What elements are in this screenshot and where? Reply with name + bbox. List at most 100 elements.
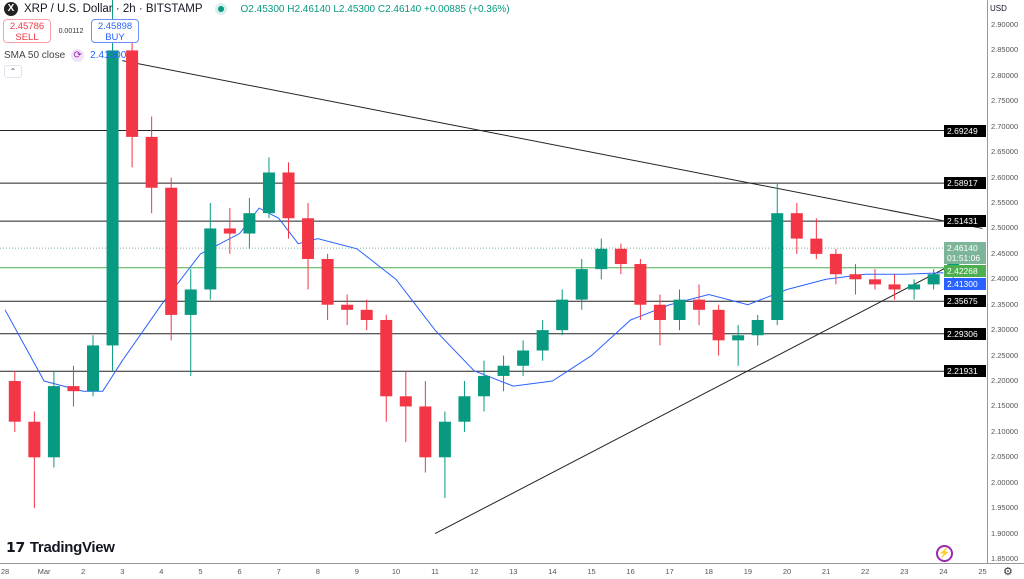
- candle-body: [751, 319, 764, 336]
- time-tick-label: 2: [81, 567, 86, 576]
- candle-body: [517, 350, 530, 366]
- sma-legend[interactable]: SMA 50 close ⟳ 2.41300: [4, 49, 126, 62]
- sma-label: SMA 50 close: [4, 50, 66, 61]
- trendline: [434, 248, 983, 535]
- currency-label[interactable]: USD: [990, 4, 1007, 13]
- time-tick-label: 5: [198, 567, 203, 576]
- price-level-value: 2.58917: [947, 178, 978, 189]
- price-level-value: 2.46140: [947, 243, 978, 254]
- price-level-badge: 2.51431: [944, 215, 986, 228]
- tradingview-logo-text: TradingView: [29, 539, 115, 556]
- price-tick-label: 2.70000: [991, 121, 1019, 131]
- time-tick-label: 25: [978, 567, 987, 576]
- price-tick-label: 2.80000: [991, 70, 1019, 80]
- candle-body: [87, 345, 99, 392]
- candle-body: [536, 330, 549, 351]
- buy-label: BUY: [105, 32, 125, 43]
- candle-body: [419, 406, 432, 458]
- candle-body: [712, 309, 725, 341]
- candle-body: [106, 50, 119, 346]
- candle-body: [380, 319, 393, 397]
- price-level-value: 2.29306: [947, 328, 978, 339]
- candle-body: [849, 274, 862, 280]
- price-level-badge: 2.46140 01:51:06: [944, 242, 986, 265]
- tradingview-logo[interactable]: 𝟭𝟳 TradingView: [6, 539, 115, 556]
- price-axis[interactable]: [987, 0, 1024, 563]
- candle-body: [829, 253, 842, 275]
- time-tick-label: 15: [587, 567, 596, 576]
- gear-icon[interactable]: ⚙: [1003, 566, 1013, 578]
- time-tick-label: 22: [861, 567, 870, 576]
- candle-body: [28, 421, 41, 458]
- sma-line: [4, 207, 944, 392]
- buy-price: 2.45898: [97, 21, 133, 32]
- lightning-icon[interactable]: ⚡: [936, 545, 953, 562]
- candle-body: [497, 365, 510, 376]
- symbol-header: X XRP / U.S. Dollar · 2h · BITSTAMP O2.4…: [4, 2, 510, 16]
- time-tick-label: 8: [315, 567, 320, 576]
- candle-body: [693, 299, 706, 310]
- candle-body: [321, 258, 334, 305]
- price-tick-label: 2.05000: [991, 452, 1019, 462]
- candle-body: [184, 289, 197, 315]
- price-tick-label: 2.75000: [991, 96, 1019, 106]
- xrp-logo-icon: X: [4, 2, 18, 16]
- price-level-value: 2.21931: [947, 366, 978, 377]
- price-level-value: 2.51431: [947, 216, 978, 227]
- candle-body: [126, 50, 139, 137]
- price-level-badge: 2.58917: [944, 177, 986, 190]
- time-tick-label: 7: [276, 567, 281, 576]
- price-tick-label: 2.55000: [991, 198, 1019, 207]
- refresh-icon[interactable]: ⟳: [71, 49, 85, 62]
- market-open-icon: [214, 3, 227, 15]
- time-tick-label: 11: [431, 567, 439, 576]
- candle-body: [888, 284, 901, 290]
- candle-body: [575, 269, 588, 300]
- candle-body: [341, 304, 354, 310]
- price-tick-label: 2.60000: [991, 172, 1019, 182]
- price-level-value: 2.35675: [947, 296, 978, 307]
- time-axis[interactable]: [0, 563, 1024, 579]
- time-tick-label: 14: [548, 567, 557, 576]
- candle-body: [810, 238, 823, 254]
- price-chart[interactable]: [0, 0, 987, 563]
- price-tick-label: 2.20000: [991, 376, 1019, 386]
- candle-body: [360, 309, 373, 320]
- candle-body: [302, 218, 315, 259]
- candle-body: [223, 228, 236, 234]
- time-tick-label: 18: [704, 567, 713, 576]
- candle-body: [869, 279, 881, 285]
- time-tick-label: 21: [821, 567, 831, 576]
- time-tick-label: 23: [900, 567, 909, 576]
- price-tick-label: 2.10000: [991, 426, 1019, 436]
- sell-price: 2.45786: [9, 21, 45, 32]
- price-tick-label: 2.90000: [991, 20, 1019, 29]
- price-tick-label: 1.90000: [991, 528, 1019, 538]
- symbol-title[interactable]: XRP / U.S. Dollar · 2h · BITSTAMP: [24, 3, 203, 15]
- collapse-legend-button[interactable]: ⌃: [4, 65, 22, 78]
- sell-button[interactable]: 2.45786 SELL: [3, 19, 51, 43]
- trendline: [122, 60, 983, 229]
- time-tick-label: 3: [120, 567, 125, 576]
- candle-body: [614, 248, 627, 265]
- price-tick-label: 2.35000: [991, 299, 1019, 309]
- candle-body: [165, 187, 178, 315]
- buy-button[interactable]: 2.45898 BUY: [91, 19, 139, 43]
- price-level-badge: 2.42268: [944, 265, 986, 278]
- time-tick-label: 24: [939, 567, 948, 576]
- candle-body: [653, 304, 666, 320]
- time-tick-label: Mar: [37, 567, 51, 576]
- price-level-badge: 2.35675: [944, 295, 986, 308]
- candle-body: [556, 299, 569, 331]
- time-tick-label: 17: [665, 567, 674, 576]
- tradingview-mark-icon: 𝟭𝟳: [6, 539, 25, 555]
- candle-body: [790, 213, 803, 239]
- candle-body: [145, 136, 158, 188]
- candle-body: [634, 264, 647, 305]
- candle-body: [438, 421, 451, 458]
- candle-body: [927, 274, 940, 285]
- price-tick-label: 2.30000: [991, 325, 1019, 335]
- price-tick-label: 2.40000: [991, 274, 1019, 284]
- candle-body: [908, 284, 921, 290]
- candle-body: [399, 396, 412, 407]
